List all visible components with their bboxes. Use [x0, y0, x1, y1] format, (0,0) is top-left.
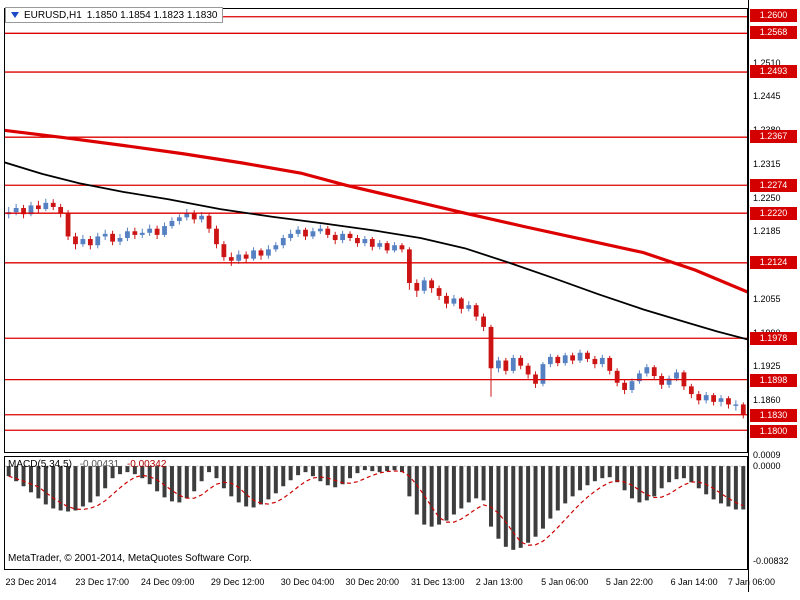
price-chart-pane[interactable]: EURUSD,H1 1.1850 1.1854 1.1823 1.1830 — [4, 7, 748, 453]
price-level-badge: 1.1978 — [750, 332, 797, 346]
time-axis-label: 30 Dec 04:00 — [280, 577, 335, 587]
price-level-badge: 1.2367 — [750, 130, 797, 144]
price-level-badge: 1.1800 — [750, 424, 797, 438]
time-axis-label: 23 Dec 17:00 — [75, 577, 129, 587]
macd-axis-label: 0.0000 — [753, 461, 781, 472]
time-axis-label: 5 Jan 22:00 — [605, 577, 653, 587]
macd-indicator-title: MACD(5,34,5) -0.00431 -0.00342 — [8, 459, 166, 470]
price-level-badge: 1.1898 — [750, 373, 797, 387]
macd-main-value: -0.00431 — [79, 459, 120, 470]
price-axis-label: 1.2315 — [753, 158, 781, 169]
chart-ohlc-values: 1.1850 1.1854 1.1823 1.1830 — [86, 9, 218, 21]
macd-axis-label: 0.0009 — [753, 450, 781, 460]
time-axis-label: 2 Jan 13:00 — [475, 577, 523, 587]
price-level-badge: 1.2274 — [750, 178, 797, 192]
macd-label: MACD(5,34,5) — [8, 459, 72, 470]
price-axis-label: 1.2380 — [753, 125, 781, 135]
time-axis-label: 5 Jan 06:00 — [541, 577, 589, 587]
time-axis-label: 31 Dec 13:00 — [410, 577, 465, 587]
time-axis-label: 24 Dec 09:00 — [140, 577, 195, 587]
macd-canvas[interactable] — [5, 457, 747, 569]
price-axis-label: 1.2510 — [753, 57, 781, 68]
price-axis-label: 1.1860 — [753, 395, 781, 406]
price-level-badge: 1.2124 — [750, 256, 797, 270]
price-level-badge: 1.2568 — [750, 25, 797, 39]
chart-title-box: EURUSD,H1 1.1850 1.1854 1.1823 1.1830 — [5, 7, 224, 23]
price-axis-label: 1.1925 — [753, 361, 781, 372]
symbol-marker-icon — [11, 12, 19, 18]
price-axis-label: 1.2445 — [753, 91, 781, 102]
copyright-text: MetaTrader, © 2001-2014, MetaQuotes Soft… — [8, 553, 252, 564]
macd-indicator-pane[interactable] — [4, 456, 748, 570]
time-axis-label: 7 Jan 06:00 — [727, 577, 775, 587]
chart-symbol-period: EURUSD,H1 — [24, 9, 82, 21]
price-axis-label: 1.2185 — [753, 226, 781, 237]
macd-axis-label: -0.00832 — [753, 556, 789, 566]
time-axis-label: 29 Dec 12:00 — [210, 577, 265, 587]
price-chart-canvas[interactable] — [5, 9, 747, 452]
price-level-badge: 1.2493 — [750, 64, 797, 78]
price-level-badge: 1.2600 — [750, 9, 797, 23]
macd-signal-value: -0.00342 — [126, 459, 167, 470]
time-axis-label: 30 Dec 20:00 — [345, 577, 400, 587]
price-axis-label: 1.2055 — [753, 293, 781, 304]
time-axis-label: 6 Jan 14:00 — [670, 577, 718, 587]
price-level-badge: 1.2220 — [750, 206, 797, 220]
price-level-badge: 1.1830 — [750, 409, 797, 423]
price-axis-separator — [748, 0, 749, 592]
time-axis-label: 23 Dec 2014 — [5, 577, 57, 587]
price-axis-label: 1.2250 — [753, 192, 781, 203]
